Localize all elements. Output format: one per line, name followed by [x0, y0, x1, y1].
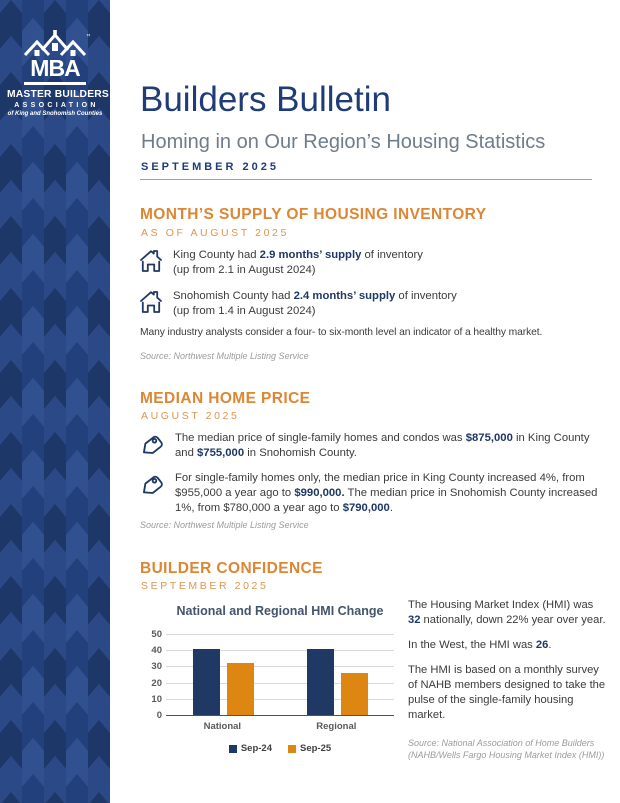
supply-source: Source: Northwest Multiple Listing Servi… [140, 351, 309, 361]
text-segment: . [389, 502, 393, 514]
text-segment: in King County and [175, 432, 590, 459]
page-subtitle: Homing in on Our Region’s Housing Statis… [141, 131, 546, 153]
price-tag-icon [138, 431, 166, 466]
chart-x-label: Regional [316, 721, 357, 732]
chart-gridline [166, 666, 394, 668]
confidence-source: Source: National Association of Home Bui… [408, 738, 605, 760]
price-section-heading: MEDIAN HOME PRICE [140, 390, 311, 407]
legend-label: Sep-25 [300, 743, 332, 754]
price-item-single-family: For single-family homes only, the median… [138, 471, 600, 516]
supply-section-subdate: AS OF AUGUST 2025 [141, 227, 289, 239]
emphasis-value: $875,000 [465, 432, 513, 444]
supply-item-line1: Snohomish County had 2.4 months’ supply … [173, 289, 457, 304]
emphasis-value: 32 [408, 614, 421, 626]
issue-date: SEPTEMBER 2025 [141, 161, 279, 173]
text-segment: nationally, down 22% year over year. [420, 614, 606, 626]
supply-item-text: Snohomish County had 2.4 months’ supply … [173, 289, 457, 320]
text-segment: Snohomish County had [173, 290, 294, 302]
text-segment: In the West, the HMI was [408, 639, 536, 651]
chart-y-tick-label: 40 [151, 645, 162, 657]
supply-item-line2: (up from 2.1 in August 2024) [173, 264, 316, 276]
price-item-median: The median price of single-family homes … [138, 431, 600, 466]
bar-sep-25-regional [340, 672, 368, 715]
supply-item-king: King County had 2.9 months’ supply of in… [138, 248, 600, 279]
sidebar-chevron-pattern [0, 0, 110, 803]
bar-sep-25-national [226, 663, 254, 715]
supply-note: Many industry analysts consider a four- … [140, 327, 543, 338]
confidence-paragraph: The Housing Market Index (HMI) was 32 na… [408, 598, 608, 628]
emphasis-value: $990,000. [294, 487, 345, 499]
bar-sep-24-national [192, 648, 220, 715]
legend-swatch-icon [288, 744, 296, 753]
supply-section-heading: MONTH’S SUPPLY OF HOUSING INVENTORY [140, 206, 487, 223]
confidence-paragraph: The HMI is based on a monthly survey of … [408, 663, 608, 723]
page-title: Builders Bulletin [140, 80, 391, 119]
price-item-text: For single-family homes only, the median… [175, 471, 599, 516]
chart-gridline [166, 634, 394, 635]
price-section-subdate: AUGUST 2025 [141, 410, 240, 422]
text-segment: For single-family homes only, the median… [175, 472, 585, 499]
text-segment: The median price in Snohomish County inc… [175, 487, 598, 514]
emphasis-value: $790,000 [342, 502, 390, 514]
text-segment: of inventory [361, 249, 423, 261]
chart-gridline [166, 682, 394, 684]
hmi-bar-chart: National and Regional HMI Change 0 10 20 30… [140, 604, 396, 754]
supply-item-line2: (up from 1.4 in August 2024) [173, 305, 316, 317]
text-segment: in Snohomish County. [244, 447, 357, 459]
emphasis-value: 2.4 months’ supply [293, 290, 396, 302]
chart-bar-group-regional [306, 634, 368, 715]
svg-text:MBA: MBA [30, 55, 80, 80]
confidence-paragraph: In the West, the HMI was 26. [408, 638, 608, 653]
chart-y-tick-label: 20 [151, 677, 162, 689]
price-item-text: The median price of single-family homes … [175, 431, 599, 466]
house-icon [138, 248, 164, 279]
emphasis-value: 26 [535, 639, 549, 651]
text-segment: The HMI is based on a monthly survey of … [408, 664, 606, 721]
bar-sep-24-regional [306, 648, 334, 715]
chart-y-tick-label: 50 [151, 629, 162, 640]
header-rule [140, 179, 592, 180]
chart-title: National and Regional HMI Change [176, 604, 384, 618]
svg-text:™: ™ [86, 33, 90, 40]
mba-houses-icon: MBA ™ [23, 30, 90, 80]
legend-swatch-icon [228, 744, 237, 753]
logo-org-name: MASTER BUILDERS [7, 89, 109, 100]
chart-gridline [166, 698, 394, 700]
emphasis-value: $755,000 [197, 447, 245, 459]
text-segment: King County had [173, 249, 260, 261]
chart-legend: Sep-24 Sep-25 [166, 743, 394, 754]
text-segment: The median price of single-family homes … [175, 432, 466, 444]
text-segment: . [548, 639, 552, 651]
chart-bar-groups [166, 634, 394, 715]
confidence-text-column: The Housing Market Index (HMI) was 32 na… [408, 598, 608, 761]
legend-item-sep-25: Sep-25 [288, 743, 331, 754]
chart-x-axis-labels: National Regional [166, 721, 394, 732]
supply-item-snohomish: Snohomish County had 2.4 months’ supply … [138, 289, 600, 320]
chart-gridline [166, 650, 394, 652]
chart-bar-group-national [192, 634, 254, 715]
mba-logo: MBA ™ MASTER BUILDERS ASSOCIATION of Kin… [7, 30, 109, 117]
logo-org-counties: of King and Snohomish Counties [7, 111, 103, 117]
legend-item-sep-24: Sep-24 [228, 743, 272, 754]
text-segment: of inventory [395, 290, 457, 302]
supply-item-line1: King County had 2.9 months’ supply of in… [173, 248, 423, 263]
house-icon [138, 289, 164, 320]
chart-y-tick-label: 10 [151, 693, 162, 705]
chart-plot-area: 0 10 20 30 40 50 [151, 629, 394, 721]
emphasis-value: 2.9 months’ supply [259, 249, 362, 261]
supply-item-text: King County had 2.9 months’ supply of in… [173, 248, 423, 279]
chart-y-tick-label: 0 [156, 710, 162, 721]
chart-x-label: National [203, 721, 242, 732]
logo-divider-bar [24, 82, 86, 85]
text-segment: The Housing Market Index (HMI) was [408, 599, 594, 611]
chart-y-tick-label: 30 [151, 661, 162, 673]
confidence-section-subdate: SEPTEMBER 2025 [141, 580, 269, 592]
chevron-pattern-art [0, 0, 110, 803]
price-tag-icon [138, 471, 166, 516]
logo-org-association: ASSOCIATION [14, 102, 99, 109]
price-source: Source: Northwest Multiple Listing Servi… [140, 520, 309, 530]
legend-label: Sep-24 [240, 743, 272, 754]
confidence-section-heading: BUILDER CONFIDENCE [140, 560, 323, 577]
